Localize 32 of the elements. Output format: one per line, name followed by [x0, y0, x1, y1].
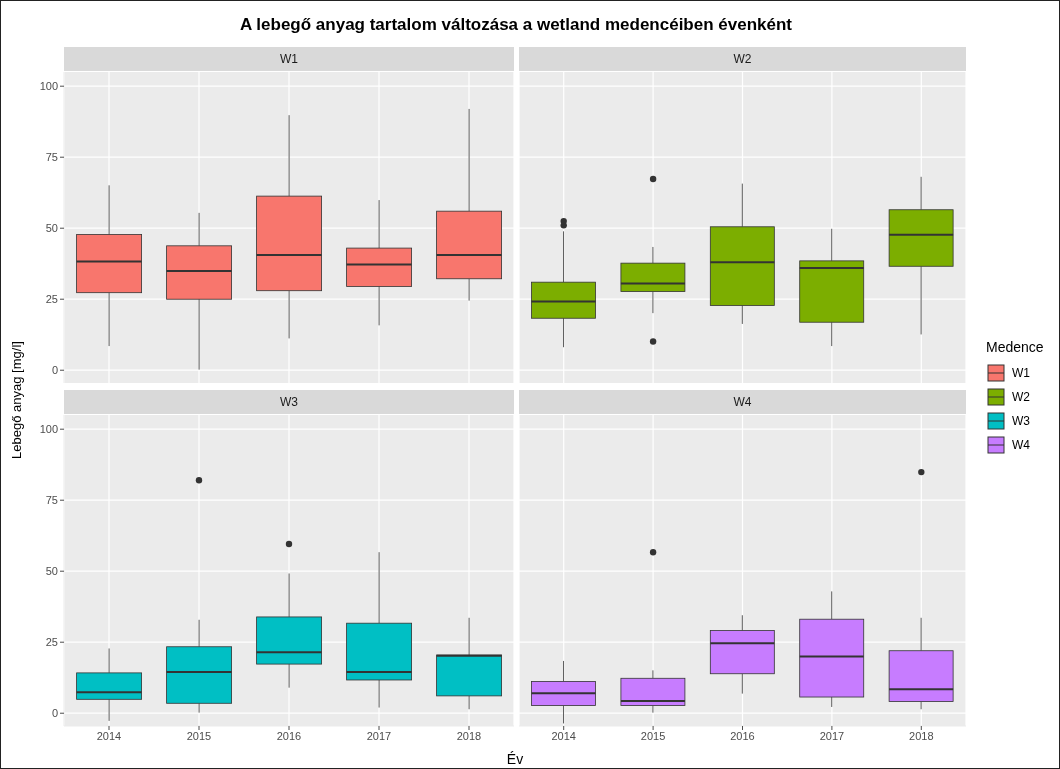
y-tick-label: 75 [45, 494, 58, 507]
y-tick-label: 50 [45, 565, 58, 578]
legend-label: W4 [1012, 438, 1030, 452]
x-tick-label: 2015 [186, 729, 212, 742]
y-tick-label: 75 [45, 151, 58, 164]
chart-subtitle: W4 [519, 390, 966, 414]
y-tick-label: 0 [51, 707, 58, 720]
x-axis-title: Év [505, 751, 525, 767]
x-tick-label: 2016 [730, 729, 755, 742]
y-axis-title: Lebegő anyag [mg/l] [9, 340, 25, 461]
chart-subtitle: W1 [64, 47, 514, 71]
x-tick-label: 2015 [640, 729, 666, 742]
x-tick-label: 2014 [96, 729, 122, 742]
y-tick-label: 25 [45, 293, 58, 306]
chart-subtitle: W3 [64, 390, 514, 414]
y-tick-label: 0 [51, 364, 58, 377]
x-tick-label: 2017 [819, 729, 845, 742]
y-tick-label: 100 [39, 423, 58, 436]
x-tick-label: 2018 [909, 729, 934, 742]
x-tick-label: 2017 [366, 729, 392, 742]
x-tick-label: 2018 [456, 729, 482, 742]
x-tick-label: 2014 [551, 729, 576, 742]
x-tick-label: 2016 [276, 729, 302, 742]
y-tick-label: 100 [39, 80, 58, 93]
chart-title: A lebegő anyag tartalom változása a wetland medencéiben évenként [238, 15, 794, 35]
y-tick-label: 50 [45, 222, 58, 235]
legend-label: W2 [1012, 390, 1030, 404]
chart-subtitle: W2 [519, 47, 966, 71]
legend-label: W1 [1012, 366, 1030, 380]
legend-title: Medence [986, 339, 1044, 355]
legend-label: W3 [1012, 414, 1030, 428]
y-tick-label: 25 [45, 636, 58, 649]
